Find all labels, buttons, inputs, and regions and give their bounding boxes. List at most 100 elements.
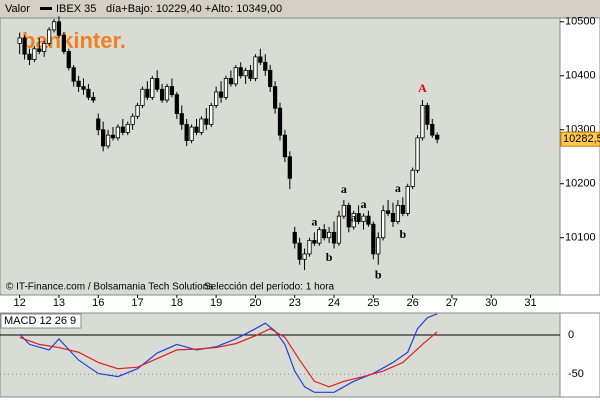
annotation: b [326, 250, 333, 264]
candle-body [61, 34, 66, 52]
candle-body [194, 126, 199, 133]
candle-body [86, 88, 91, 98]
candle-body [420, 105, 425, 139]
candle-body [130, 115, 135, 125]
candle-body [76, 80, 81, 87]
candle-body [322, 229, 327, 239]
candle-body [268, 69, 273, 87]
candle-body [199, 118, 204, 133]
candle-body [366, 215, 371, 225]
candle-body [150, 78, 155, 98]
candle-body [125, 123, 130, 133]
candle-body [56, 21, 62, 36]
candle-body [376, 237, 381, 255]
footer-source: © IT-Finance.com / Bolsamania Tech Solut… [6, 282, 213, 293]
candle-body [317, 229, 322, 244]
candle-body [32, 48, 37, 60]
candle-body [331, 231, 337, 244]
macd-title: MACD 12 26 9 [4, 315, 76, 327]
candle-body [101, 129, 106, 147]
candle-body [145, 88, 150, 98]
candle-body [410, 169, 415, 187]
y-tick-label: 10100 [565, 232, 596, 244]
annotation: a [311, 214, 317, 228]
candle-body [238, 67, 243, 77]
candle-body [115, 126, 121, 139]
candle-body [140, 88, 145, 106]
candle-body [341, 204, 346, 217]
macd-line [19, 328, 438, 388]
candle-body [400, 204, 405, 214]
candle-body [385, 210, 391, 214]
footer-period: Selección del período: 1 hora [204, 282, 335, 293]
candle-body [135, 105, 140, 117]
candle-body [105, 134, 111, 147]
x-tick-label: 13 [53, 297, 65, 309]
candle-body [71, 67, 76, 82]
candle-body [42, 42, 47, 52]
macd-panel [0, 312, 561, 398]
x-tick-label: 18 [171, 297, 183, 309]
y-tick-label: 0 [568, 329, 574, 341]
candle-body [27, 53, 32, 60]
candle-body [297, 242, 302, 260]
macd-line [19, 313, 438, 393]
candle-body [430, 123, 435, 136]
y-tick-label: 10400 [565, 70, 596, 82]
candle-body [184, 123, 189, 141]
candle-body [96, 118, 101, 131]
candle-body [209, 105, 214, 125]
candle-body [110, 134, 116, 139]
header-symbol: IBEX 35 [56, 3, 96, 15]
candle-body [395, 204, 401, 222]
x-tick-label: 23 [289, 297, 301, 309]
candle-body [120, 126, 125, 133]
macd-label-box [0, 313, 82, 329]
x-tick-label: 16 [92, 297, 104, 309]
candle-body [179, 113, 184, 125]
x-tick-label: 26 [407, 297, 419, 309]
y-tick-label: 10500 [565, 16, 596, 28]
candle-body [258, 56, 263, 63]
candle-body [263, 61, 268, 71]
candle-body [47, 29, 52, 44]
macd-axis-panel [559, 312, 600, 398]
x-tick-label: 24 [328, 297, 340, 309]
header-range: día+Bajo: 10229,40 +Alto: 10349,00 [106, 3, 282, 15]
candle-body [292, 231, 297, 244]
candle-body [248, 69, 253, 79]
annotation: A [418, 81, 427, 95]
candle-body [336, 215, 342, 244]
header-label: Valor [5, 3, 30, 15]
x-tick-label: 20 [249, 297, 261, 309]
x-tick-label: 31 [524, 297, 536, 309]
candle-body [233, 67, 238, 85]
candle-body [371, 223, 376, 255]
candle-body [169, 86, 175, 96]
annotation: b [399, 227, 406, 241]
candle-body [425, 105, 430, 125]
candle-body [405, 186, 410, 214]
x-tick-label: 17 [131, 297, 143, 309]
candle-body [223, 78, 229, 98]
candle-body [218, 91, 224, 98]
candle-body [435, 134, 440, 140]
candle-body [66, 51, 71, 69]
candle-body [312, 240, 317, 244]
candle-body [302, 253, 307, 260]
price-panel [0, 17, 561, 296]
candle-body [155, 78, 160, 90]
y-tick-label: 10200 [565, 178, 596, 190]
candle-body [214, 91, 219, 106]
candle-body [22, 37, 27, 55]
candle-body [243, 69, 248, 77]
x-tick-label: 12 [14, 297, 26, 309]
annotation: b [375, 267, 382, 281]
candle-body [272, 86, 278, 109]
annotation: a [341, 182, 347, 196]
candle-body [253, 56, 258, 79]
candle-body [37, 48, 42, 52]
last-value-label: 10282,5 [563, 133, 600, 145]
